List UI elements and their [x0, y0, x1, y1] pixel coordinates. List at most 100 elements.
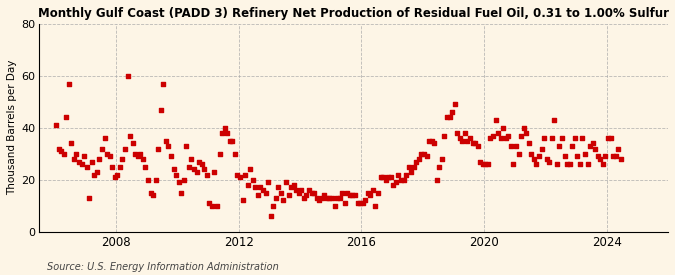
Point — [439, 133, 450, 138]
Point — [258, 188, 269, 192]
Point — [490, 118, 501, 122]
Point — [153, 146, 163, 151]
Point — [521, 131, 532, 135]
Point — [470, 141, 481, 145]
Point — [472, 144, 483, 148]
Point — [518, 126, 529, 130]
Point — [365, 193, 376, 197]
Point — [168, 167, 179, 172]
Point — [380, 177, 391, 182]
Point — [242, 183, 253, 187]
Point — [97, 146, 107, 151]
Point — [140, 164, 151, 169]
Point — [406, 170, 416, 174]
Point — [214, 152, 225, 156]
Point — [373, 191, 383, 195]
Point — [163, 144, 174, 148]
Point — [403, 164, 414, 169]
Point — [237, 198, 248, 203]
Point — [418, 152, 429, 156]
Point — [94, 157, 105, 161]
Point — [201, 172, 212, 177]
Point — [178, 177, 189, 182]
Point — [551, 162, 562, 166]
Point — [593, 154, 603, 158]
Point — [196, 162, 207, 166]
Point — [539, 136, 549, 140]
Point — [574, 162, 585, 166]
Point — [53, 146, 64, 151]
Point — [294, 191, 304, 195]
Point — [301, 193, 312, 197]
Point — [452, 131, 462, 135]
Point — [421, 154, 432, 158]
Point — [616, 157, 626, 161]
Point — [396, 177, 406, 182]
Point — [281, 180, 292, 185]
Point — [355, 201, 366, 205]
Point — [378, 175, 389, 179]
Point — [414, 157, 425, 161]
Point — [600, 154, 611, 158]
Point — [128, 141, 138, 145]
Point — [232, 172, 243, 177]
Point — [408, 164, 419, 169]
Point — [562, 162, 572, 166]
Point — [56, 149, 67, 153]
Point — [541, 157, 552, 161]
Point — [559, 154, 570, 158]
Point — [480, 162, 491, 166]
Point — [308, 191, 319, 195]
Point — [109, 175, 120, 179]
Point — [324, 196, 335, 200]
Point — [191, 170, 202, 174]
Point — [483, 162, 493, 166]
Point — [427, 139, 437, 143]
Point — [487, 133, 498, 138]
Title: Monthly Gulf Coast (PADD 3) Refinery Net Production of Residual Fuel Oil, 0.31 t: Monthly Gulf Coast (PADD 3) Refinery Net… — [38, 7, 669, 20]
Point — [393, 172, 404, 177]
Point — [340, 201, 350, 205]
Point — [161, 139, 171, 143]
Point — [347, 193, 358, 197]
Point — [375, 175, 386, 179]
Point — [207, 204, 217, 208]
Point — [219, 126, 230, 130]
Point — [102, 152, 113, 156]
Point — [222, 131, 233, 135]
Point — [434, 164, 445, 169]
Point — [337, 191, 348, 195]
Point — [495, 136, 506, 140]
Point — [74, 159, 84, 164]
Y-axis label: Thousand Barrels per Day: Thousand Barrels per Day — [7, 60, 17, 196]
Point — [534, 154, 545, 158]
Point — [544, 159, 555, 164]
Point — [298, 196, 309, 200]
Point — [457, 139, 468, 143]
Point — [437, 157, 448, 161]
Point — [86, 159, 97, 164]
Point — [477, 162, 488, 166]
Point — [89, 172, 100, 177]
Point — [211, 204, 222, 208]
Point — [485, 136, 496, 140]
Point — [610, 154, 621, 158]
Point — [467, 141, 478, 145]
Point — [76, 162, 87, 166]
Point — [357, 201, 368, 205]
Point — [475, 159, 485, 164]
Point — [331, 196, 342, 200]
Point — [350, 193, 360, 197]
Point — [585, 144, 595, 148]
Point — [122, 74, 133, 78]
Point — [63, 81, 74, 86]
Point — [613, 146, 624, 151]
Point — [227, 139, 238, 143]
Point — [447, 110, 458, 114]
Point — [148, 193, 159, 197]
Point — [577, 136, 588, 140]
Point — [587, 141, 598, 145]
Point — [286, 185, 296, 190]
Point — [401, 172, 412, 177]
Point — [383, 175, 394, 179]
